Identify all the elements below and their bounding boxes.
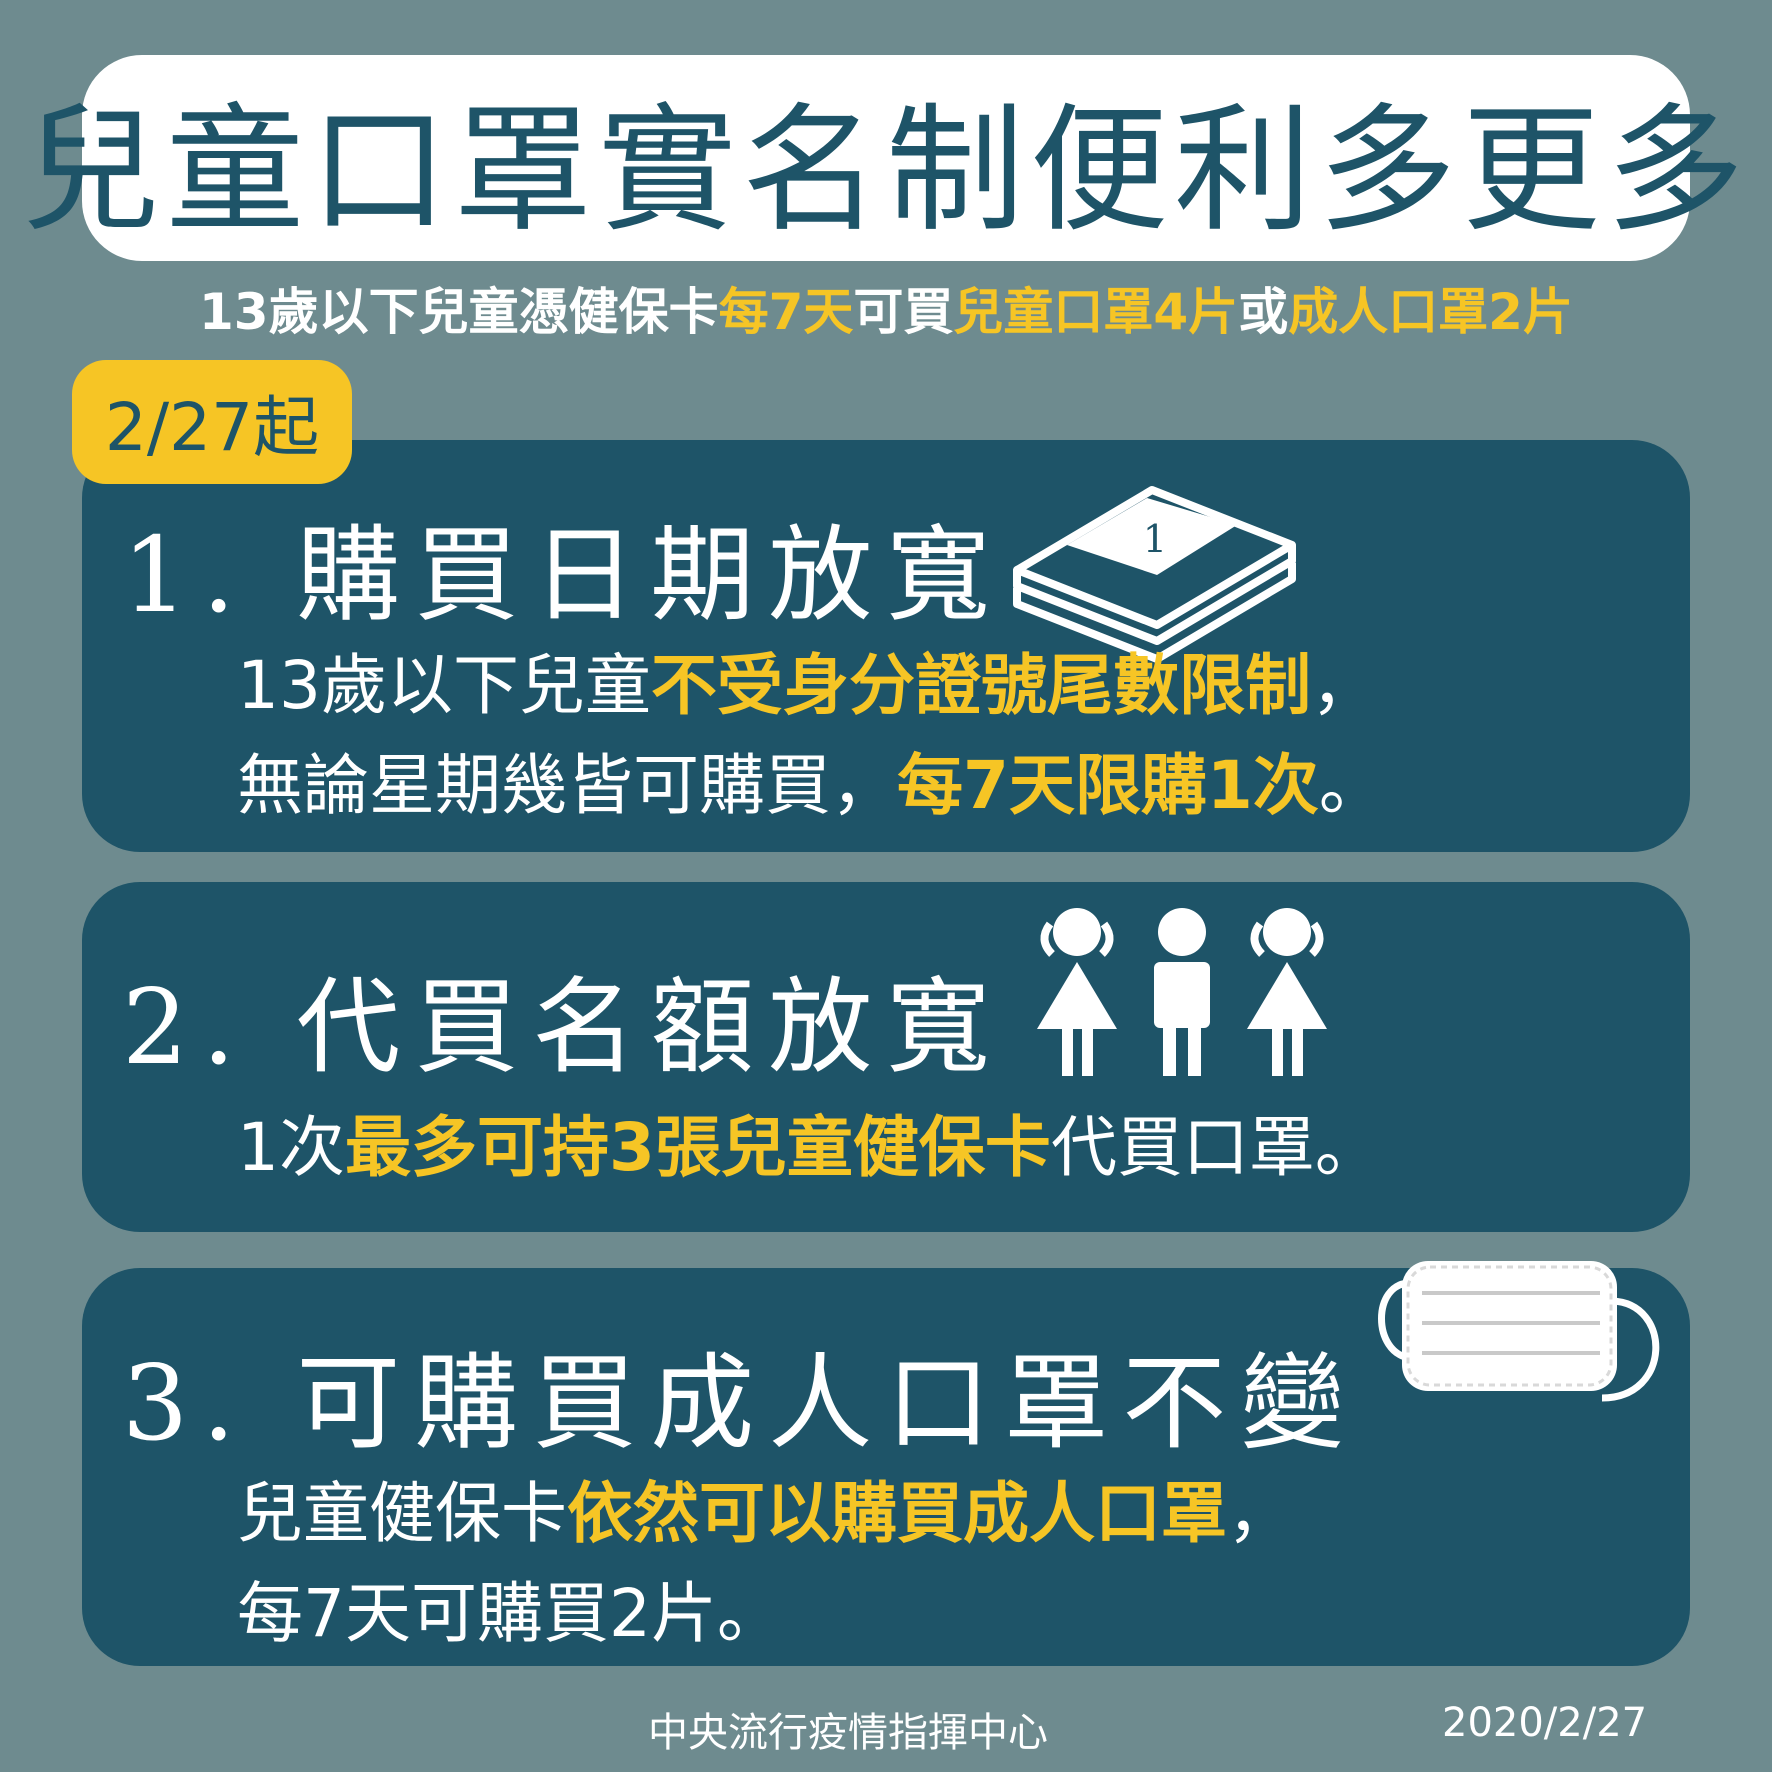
page-title: 兒童口罩實名制便利多更多 (22, 90, 1751, 251)
item-heading: 3. 可購買成人口罩不變 (122, 1342, 1359, 1464)
item-panel-adult-mask: 3. 可購買成人口罩不變 兒童健保卡依然可以購買成人口罩， 每7天可購買2片。 (82, 1261, 1690, 1666)
face-mask-icon (1378, 1261, 1660, 1402)
item-line: 每7天可購買2片。 (237, 1575, 783, 1652)
item-heading: 1. 購買日期放寬 (122, 514, 1005, 636)
item-line: 13歲以下兒童不受身分證號尾數限制， (237, 647, 1377, 724)
item-panel-purchase-date: 1. 購買日期放寬 1 13歲以下兒童不受身分證號尾數限制， 無論星期幾皆可購買… (82, 440, 1690, 852)
item-heading: 2. 代買名額放寬 (122, 966, 1005, 1088)
date-badge: 2/27起 (72, 360, 352, 484)
three-children-icon (1037, 908, 1327, 1076)
footer-organization: 中央流行疫情指揮中心 (648, 1710, 1048, 1756)
item-line: 1次最多可持3張兒童健保卡代買口罩。 (237, 1109, 1381, 1186)
calendar-icon: 1 (1013, 486, 1296, 663)
footer-date: 2020/2/27 (1442, 1700, 1648, 1746)
item-line: 無論星期幾皆可購買，每7天限購1次。 (237, 747, 1385, 824)
item-line: 兒童健保卡依然可以購買成人口罩， (237, 1475, 1293, 1552)
title-banner: 兒童口罩實名制便利多更多 (22, 55, 1744, 261)
subtitle: 13歲以下兒童憑健保卡每7天可買兒童口罩4片或成人口罩2片 (199, 283, 1573, 341)
calendar-number: 1 (1143, 517, 1167, 561)
item-panel-proxy-purchase: 2. 代買名額放寬 1次最多可持3張兒童健保卡代買口罩。 (82, 882, 1690, 1232)
